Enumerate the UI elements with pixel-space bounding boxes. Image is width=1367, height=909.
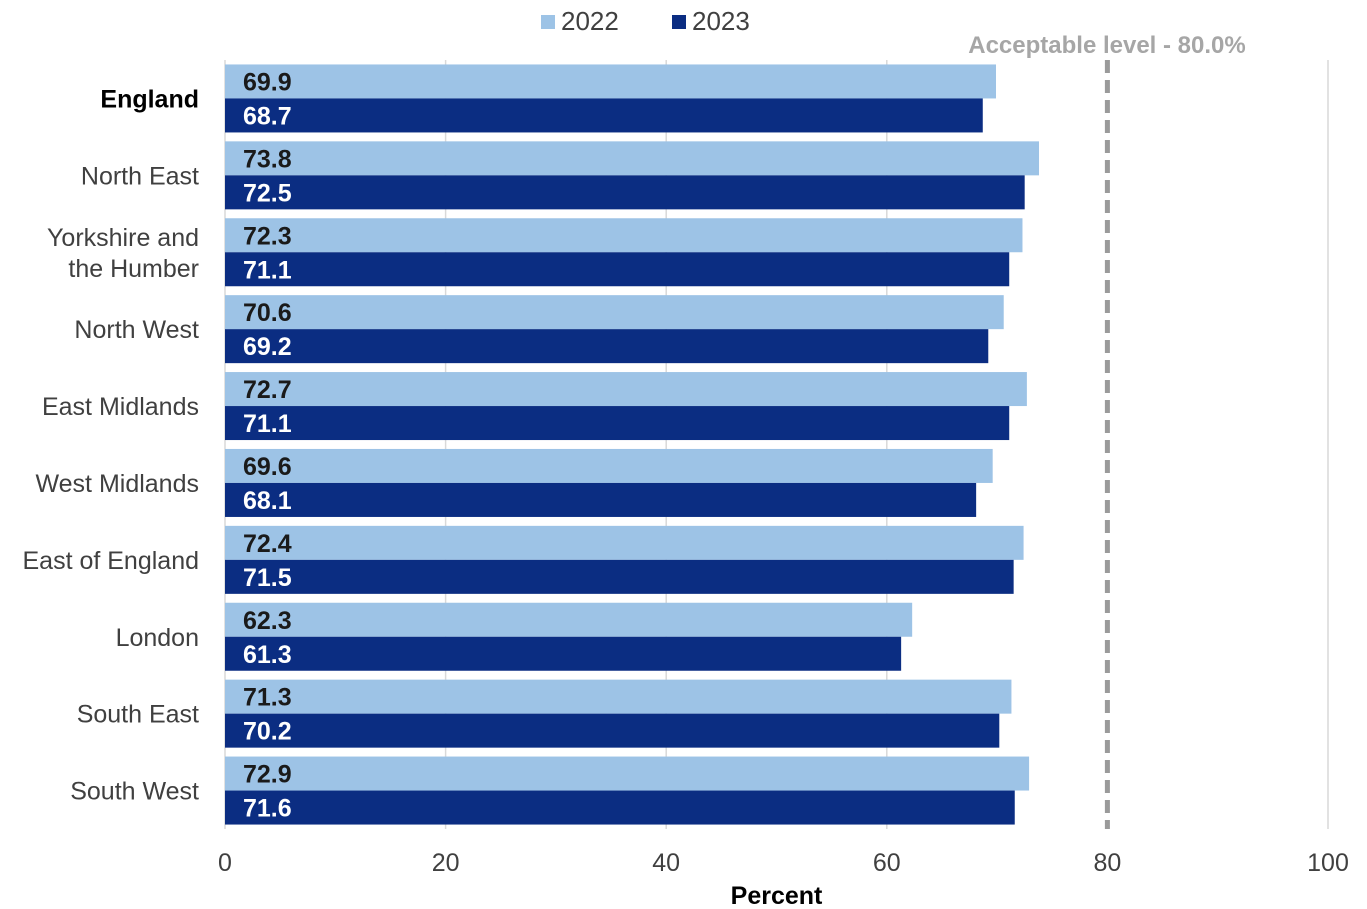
bar (225, 175, 1025, 210)
bar (225, 295, 1004, 330)
data-label: 71.6 (243, 795, 292, 823)
category-label: West Midlands (36, 470, 200, 498)
x-tick-label: 20 (432, 849, 460, 877)
x-tick-label: 80 (1093, 849, 1121, 877)
x-tick-label: 40 (652, 849, 680, 877)
x-tick-label: 0 (218, 849, 232, 877)
data-label: 72.9 (243, 761, 292, 789)
data-label: 72.3 (243, 222, 292, 250)
data-label: 72.5 (243, 179, 292, 207)
x-tick-label: 60 (873, 849, 901, 877)
bar (225, 756, 1030, 791)
data-label: 72.4 (243, 530, 292, 558)
bar (225, 636, 902, 671)
x-tick-label: 100 (1307, 849, 1349, 877)
x-axis-title: Percent (731, 882, 823, 909)
bar (225, 372, 1027, 407)
data-label: 71.3 (243, 684, 292, 712)
data-label: 69.6 (243, 453, 292, 481)
category-label: London (116, 624, 199, 652)
bar (225, 679, 1012, 714)
category-label: North West (74, 316, 199, 344)
category-label: East of England (22, 547, 199, 575)
data-label: 68.7 (243, 102, 292, 130)
data-label: 71.1 (243, 256, 292, 284)
legend-swatch (541, 14, 555, 29)
category-label: South West (70, 778, 199, 806)
legend-swatch (672, 14, 686, 29)
bar (225, 713, 1000, 748)
bar (225, 252, 1010, 287)
category-label: East Midlands (42, 393, 199, 421)
data-label: 68.1 (243, 487, 292, 515)
bar (225, 141, 1040, 176)
category-label: Yorkshire and (47, 224, 199, 252)
bar (225, 602, 913, 637)
data-label: 69.9 (243, 68, 292, 96)
data-label: 69.2 (243, 333, 292, 361)
legend-item: 2023 (672, 6, 750, 37)
data-label: 61.3 (243, 641, 292, 669)
category-label: South East (77, 701, 199, 729)
reference-line-label: Acceptable level - 80.0% (968, 32, 1245, 59)
data-label: 70.2 (243, 718, 292, 746)
category-label: England (100, 85, 199, 113)
data-label: 62.3 (243, 607, 292, 635)
legend-label: 2022 (561, 6, 619, 36)
legend-label: 2023 (692, 6, 750, 36)
legend: 2022 2023 (0, 6, 1367, 40)
bar (225, 448, 993, 483)
data-label: 70.6 (243, 299, 292, 327)
bar (225, 98, 983, 133)
data-label: 73.8 (243, 145, 292, 173)
category-label: the Humber (68, 255, 199, 283)
bar (225, 406, 1010, 441)
bar (225, 64, 996, 99)
bar (225, 525, 1024, 560)
bar (225, 482, 977, 517)
category-label: North East (81, 162, 199, 190)
bar (225, 218, 1023, 253)
bar (225, 329, 989, 364)
data-label: 71.1 (243, 410, 292, 438)
legend-item: 2022 (541, 6, 619, 37)
data-label: 71.5 (243, 564, 292, 592)
bar (225, 790, 1015, 825)
bar (225, 559, 1014, 594)
data-label: 72.7 (243, 376, 292, 404)
